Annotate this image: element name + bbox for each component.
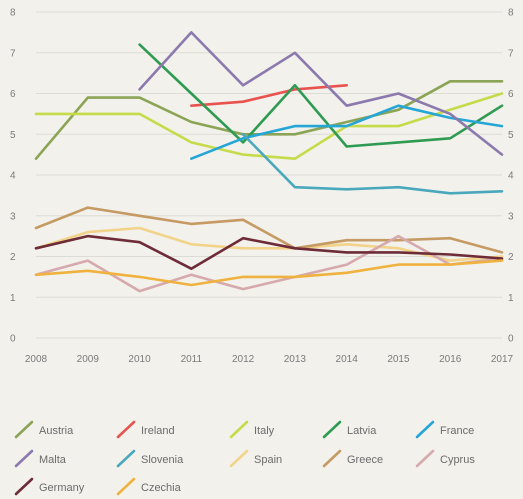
legend-swatch-malta: [14, 449, 34, 468]
x-tick-label: 2011: [181, 354, 203, 365]
legend-swatch-czechia: [116, 477, 136, 496]
legend-label-italy: Italy: [254, 425, 275, 437]
legend-label-greece: Greece: [347, 454, 383, 466]
y-tick-label: 5: [10, 130, 16, 141]
y-tick-label-right: 4: [508, 171, 514, 182]
legend-swatch-slovenia: [116, 449, 136, 468]
legend-swatch-austria: [14, 420, 34, 439]
y-tick-label: 4: [10, 171, 16, 182]
series-line-ireland: [190, 84, 349, 107]
x-axis: 2008 2009 2010 2011 2012 2013 2014 2015 2016 2017: [25, 354, 514, 365]
legend-label-slovenia: Slovenia: [141, 454, 184, 466]
x-tick-label: 2016: [439, 354, 462, 365]
legend-label-germany: Germany: [39, 482, 85, 494]
y-tick-label: 6: [10, 89, 16, 100]
series-line-slovenia: [241, 133, 504, 195]
series-line-czechia: [34, 259, 504, 287]
legend-swatch-ireland: [116, 420, 136, 439]
legend-label-malta: Malta: [39, 454, 67, 466]
y-tick-label-right: 5: [508, 130, 514, 141]
y-tick-label-right: 3: [508, 211, 514, 222]
x-tick-label: 2013: [284, 354, 307, 365]
y-tick-label-right: 8: [508, 8, 514, 19]
series-line-cyprus: [34, 234, 504, 293]
legend-label-austria: Austria: [39, 425, 74, 437]
y-tick-label-right: 0: [508, 334, 514, 345]
series-line-austria: [34, 80, 504, 160]
x-tick-label: 2015: [387, 354, 410, 365]
x-tick-label: 2014: [336, 354, 359, 365]
y-axis-right: 0 1 2 3 4 5 6 7 8: [508, 8, 514, 345]
legend: Austria Ireland Italy Latvia France Malta Slov…: [14, 420, 475, 496]
legend-swatch-france: [415, 420, 435, 439]
legend-label-latvia: Latvia: [347, 425, 377, 437]
x-tick-label: 2009: [77, 354, 100, 365]
legend-swatch-greece: [322, 449, 342, 468]
series-line-france: [190, 104, 504, 160]
series-line-latvia: [138, 43, 504, 148]
y-tick-label-right: 7: [508, 48, 514, 59]
legend-label-czechia: Czechia: [141, 482, 182, 494]
x-tick-label: 2017: [491, 354, 514, 365]
legend-swatch-germany: [14, 477, 34, 496]
series-layer: [34, 31, 504, 293]
legend-swatch-spain: [229, 449, 249, 468]
x-tick-label: 2012: [232, 354, 255, 365]
x-tick-label: 2008: [25, 354, 48, 365]
legend-swatch-cyprus: [415, 449, 435, 468]
y-tick-label: 8: [10, 8, 16, 19]
y-tick-label: 1: [10, 293, 16, 304]
y-tick-label: 0: [10, 334, 16, 345]
grid: [36, 11, 502, 339]
legend-label-spain: Spain: [254, 454, 282, 466]
legend-swatch-latvia: [322, 420, 342, 439]
legend-label-france: France: [440, 425, 474, 437]
y-tick-label-right: 6: [508, 89, 514, 100]
y-axis-left: 0 1 2 3 4 5 6 7 8: [10, 8, 16, 345]
y-tick-label: 2: [10, 252, 16, 263]
legend-swatch-italy: [229, 420, 249, 439]
y-tick-label: 7: [10, 48, 16, 59]
legend-label-cyprus: Cyprus: [440, 454, 475, 466]
series-line-italy: [34, 92, 504, 160]
y-tick-label-right: 1: [508, 293, 514, 304]
legend-label-ireland: Ireland: [141, 425, 175, 437]
y-tick-label-right: 2: [508, 252, 514, 263]
x-tick-label: 2010: [128, 354, 151, 365]
series-line-malta: [138, 31, 504, 156]
y-tick-label: 3: [10, 211, 16, 222]
series-line-greece: [34, 206, 504, 254]
series-line-germany: [34, 234, 504, 271]
